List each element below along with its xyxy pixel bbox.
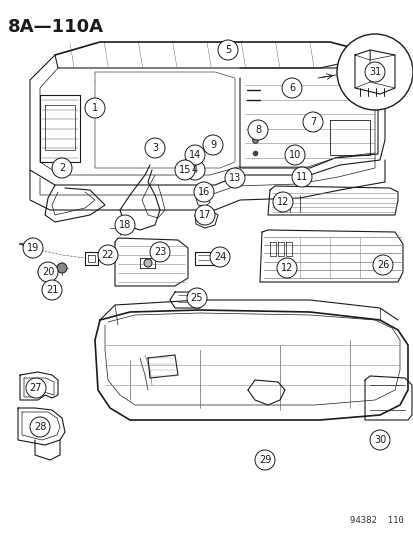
Text: 5: 5 — [224, 45, 230, 55]
Circle shape — [115, 215, 135, 235]
Circle shape — [187, 288, 206, 308]
Text: 94382  110: 94382 110 — [349, 516, 403, 525]
Text: 6: 6 — [288, 83, 294, 93]
Text: 26: 26 — [376, 260, 388, 270]
Text: 30: 30 — [373, 435, 385, 445]
Text: 16: 16 — [197, 187, 210, 197]
Text: 4: 4 — [192, 165, 197, 175]
Circle shape — [209, 247, 230, 267]
Circle shape — [30, 417, 50, 437]
Circle shape — [150, 242, 170, 262]
Circle shape — [254, 450, 274, 470]
Circle shape — [369, 430, 389, 450]
Text: 1: 1 — [92, 103, 98, 113]
Circle shape — [185, 160, 204, 180]
Circle shape — [144, 259, 152, 267]
Circle shape — [247, 120, 267, 140]
Circle shape — [52, 158, 72, 178]
Circle shape — [302, 112, 322, 132]
Text: 7: 7 — [309, 117, 316, 127]
Circle shape — [175, 160, 195, 180]
Circle shape — [202, 135, 223, 155]
Text: 24: 24 — [213, 252, 225, 262]
Circle shape — [284, 145, 304, 165]
Circle shape — [224, 168, 244, 188]
Text: 15: 15 — [178, 165, 191, 175]
Text: 31: 31 — [368, 67, 380, 77]
Circle shape — [26, 378, 46, 398]
Text: 25: 25 — [190, 293, 203, 303]
Text: 18: 18 — [119, 220, 131, 230]
Text: 28: 28 — [34, 422, 46, 432]
Circle shape — [42, 280, 62, 300]
Text: 14: 14 — [188, 150, 201, 160]
Circle shape — [272, 192, 292, 212]
Circle shape — [31, 384, 39, 392]
Text: 17: 17 — [198, 210, 211, 220]
Text: 23: 23 — [154, 247, 166, 257]
Text: 9: 9 — [209, 140, 216, 150]
Text: 21: 21 — [46, 285, 58, 295]
Circle shape — [372, 255, 392, 275]
Text: 27: 27 — [30, 383, 42, 393]
Circle shape — [185, 145, 204, 165]
Text: 12: 12 — [280, 263, 292, 273]
Text: 3: 3 — [152, 143, 158, 153]
Text: 22: 22 — [102, 250, 114, 260]
Text: 29: 29 — [258, 455, 271, 465]
Text: 13: 13 — [228, 173, 240, 183]
Circle shape — [98, 245, 118, 265]
Text: 8A—110A: 8A—110A — [8, 18, 104, 36]
Circle shape — [38, 262, 58, 282]
Text: 20: 20 — [42, 267, 54, 277]
Circle shape — [194, 182, 214, 202]
Circle shape — [195, 205, 214, 225]
Circle shape — [276, 258, 296, 278]
Circle shape — [291, 167, 311, 187]
Circle shape — [57, 263, 67, 273]
Circle shape — [364, 62, 384, 82]
Circle shape — [336, 34, 412, 110]
Text: 11: 11 — [295, 172, 307, 182]
Circle shape — [281, 78, 301, 98]
Text: 10: 10 — [288, 150, 300, 160]
Text: 2: 2 — [59, 163, 65, 173]
Circle shape — [145, 138, 165, 158]
Text: 8: 8 — [254, 125, 261, 135]
Text: 19: 19 — [27, 243, 39, 253]
Text: 12: 12 — [276, 197, 289, 207]
Circle shape — [218, 40, 237, 60]
Circle shape — [85, 98, 105, 118]
Circle shape — [23, 238, 43, 258]
